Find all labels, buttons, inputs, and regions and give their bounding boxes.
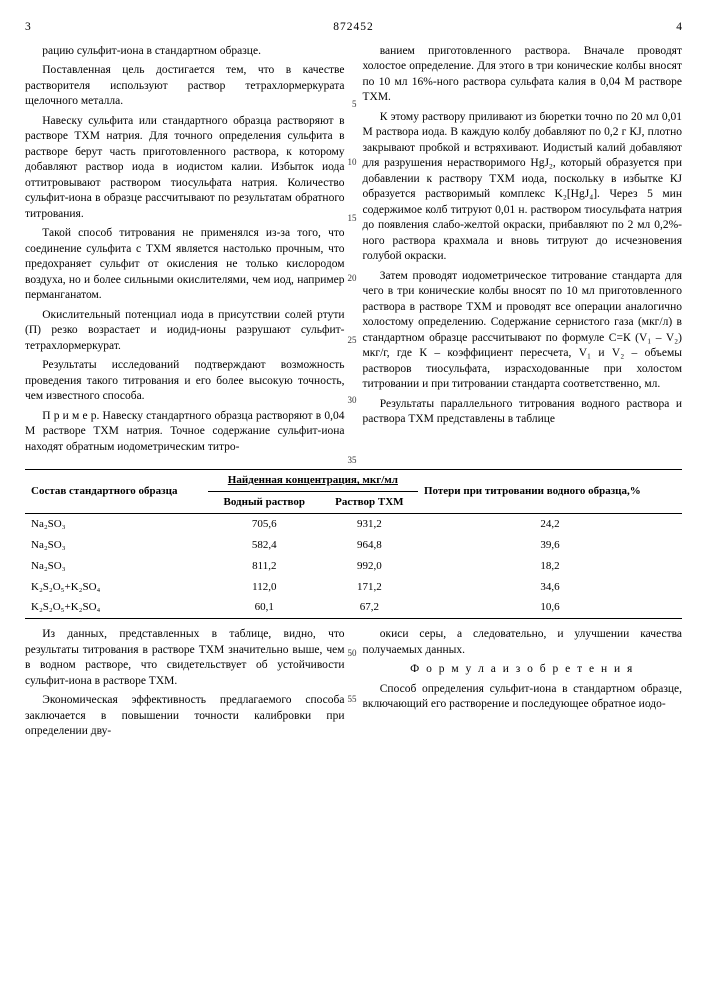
paragraph: ванием приготовленного раствора. Вначале…: [363, 44, 683, 106]
paragraph: Способ определения сульфит-иона в станда…: [363, 682, 683, 713]
cell-aq: 811,2: [208, 556, 321, 577]
cell-aq: 60,1: [208, 597, 321, 618]
bottom-columns: Из данных, представленных в таблице, вид…: [25, 627, 682, 744]
cell-loss: 39,6: [418, 535, 682, 556]
data-table-wrap: Состав стандартного образца Найденная ко…: [25, 469, 682, 619]
paragraph: окиси серы, а следовательно, и улучшении…: [363, 627, 683, 658]
cell-composition: Na₂SO₃: [25, 556, 208, 577]
line-number: 35: [348, 454, 357, 466]
paragraph: Из данных, представленных в таблице, вид…: [25, 627, 345, 689]
line-number: 50: [348, 647, 357, 659]
paragraph: Результаты параллельного титрования водн…: [363, 397, 683, 428]
page-header: 3 872452 4: [25, 20, 682, 36]
cell-loss: 18,2: [418, 556, 682, 577]
table-subheader: Водный раствор: [208, 492, 321, 514]
line-number: 15: [348, 212, 357, 224]
line-number: 10: [348, 156, 357, 168]
bottom-left-column: Из данных, представленных в таблице, вид…: [25, 627, 345, 744]
paragraph: Такой способ титрования не применялся из…: [25, 226, 345, 304]
table-row: K₂S₂O₅+K₂SO₄ 60,1 67,2 10,6: [25, 597, 682, 618]
patent-number: 872452: [333, 20, 374, 36]
cell-loss: 24,2: [418, 514, 682, 535]
table-header: Состав стандартного образца: [25, 470, 208, 514]
paragraph: Результаты исследований подтверждают воз…: [25, 358, 345, 405]
cell-txm: 931,2: [321, 514, 418, 535]
right-column: ванием приготовленного раствора. Вначале…: [363, 44, 683, 460]
table-row: Na₂SO₃ 582,4 964,8 39,6: [25, 535, 682, 556]
page-number-left: 3: [25, 20, 31, 36]
paragraph: Поставленная цель достигается тем, что в…: [25, 63, 345, 110]
page-number-right: 4: [676, 20, 682, 36]
cell-aq: 582,4: [208, 535, 321, 556]
table-row: K₂S₂O₅+K₂SO₄ 112,0 171,2 34,6: [25, 577, 682, 598]
cell-composition: Na₂SO₃: [25, 514, 208, 535]
line-number: 25: [348, 334, 357, 346]
cell-txm: 964,8: [321, 535, 418, 556]
line-number: 30: [348, 394, 357, 406]
bottom-right-column: окиси серы, а следовательно, и улучшении…: [363, 627, 683, 744]
cell-composition: K₂S₂O₅+K₂SO₄: [25, 597, 208, 618]
line-number: 5: [352, 98, 357, 110]
table-row: Na₂SO₃ 705,6 931,2 24,2: [25, 514, 682, 535]
table-subheader: Раствор ТХМ: [321, 492, 418, 514]
cell-aq: 705,6: [208, 514, 321, 535]
line-number: 20: [348, 272, 357, 284]
line-number: 55: [348, 693, 357, 705]
cell-txm: 992,0: [321, 556, 418, 577]
paragraph: К этому раствору приливают из бюретки то…: [363, 110, 683, 265]
cell-txm: 171,2: [321, 577, 418, 598]
table-body: Na₂SO₃ 705,6 931,2 24,2 Na₂SO₃ 582,4 964…: [25, 514, 682, 619]
cell-composition: K₂S₂O₅+K₂SO₄: [25, 577, 208, 598]
main-columns: рацию сульфит-иона в стандартном образце…: [25, 44, 682, 460]
paragraph: Затем проводят иодометрическое титровани…: [363, 269, 683, 393]
paragraph: Экономическая эффективность предлагаемог…: [25, 693, 345, 740]
concentration-table: Состав стандартного образца Найденная ко…: [25, 469, 682, 619]
table-header-group: Найденная концентрация, мкг/мл: [208, 470, 418, 492]
cell-loss: 10,6: [418, 597, 682, 618]
table-row: Na₂SO₃ 811,2 992,0 18,2: [25, 556, 682, 577]
paragraph: Навеску сульфита или стандартного образц…: [25, 114, 345, 223]
table-header: Потери при титровании водного образца,%: [418, 470, 682, 514]
cell-aq: 112,0: [208, 577, 321, 598]
paragraph: П р и м е р. Навеску стандартного образц…: [25, 409, 345, 456]
paragraph: Окислительный потенциал иода в присутств…: [25, 308, 345, 355]
cell-composition: Na₂SO₃: [25, 535, 208, 556]
left-column: рацию сульфит-иона в стандартном образце…: [25, 44, 345, 460]
cell-loss: 34,6: [418, 577, 682, 598]
paragraph: рацию сульфит-иона в стандартном образце…: [25, 44, 345, 60]
cell-txm: 67,2: [321, 597, 418, 618]
formula-title: Ф о р м у л а и з о б р е т е н и я: [363, 662, 683, 678]
